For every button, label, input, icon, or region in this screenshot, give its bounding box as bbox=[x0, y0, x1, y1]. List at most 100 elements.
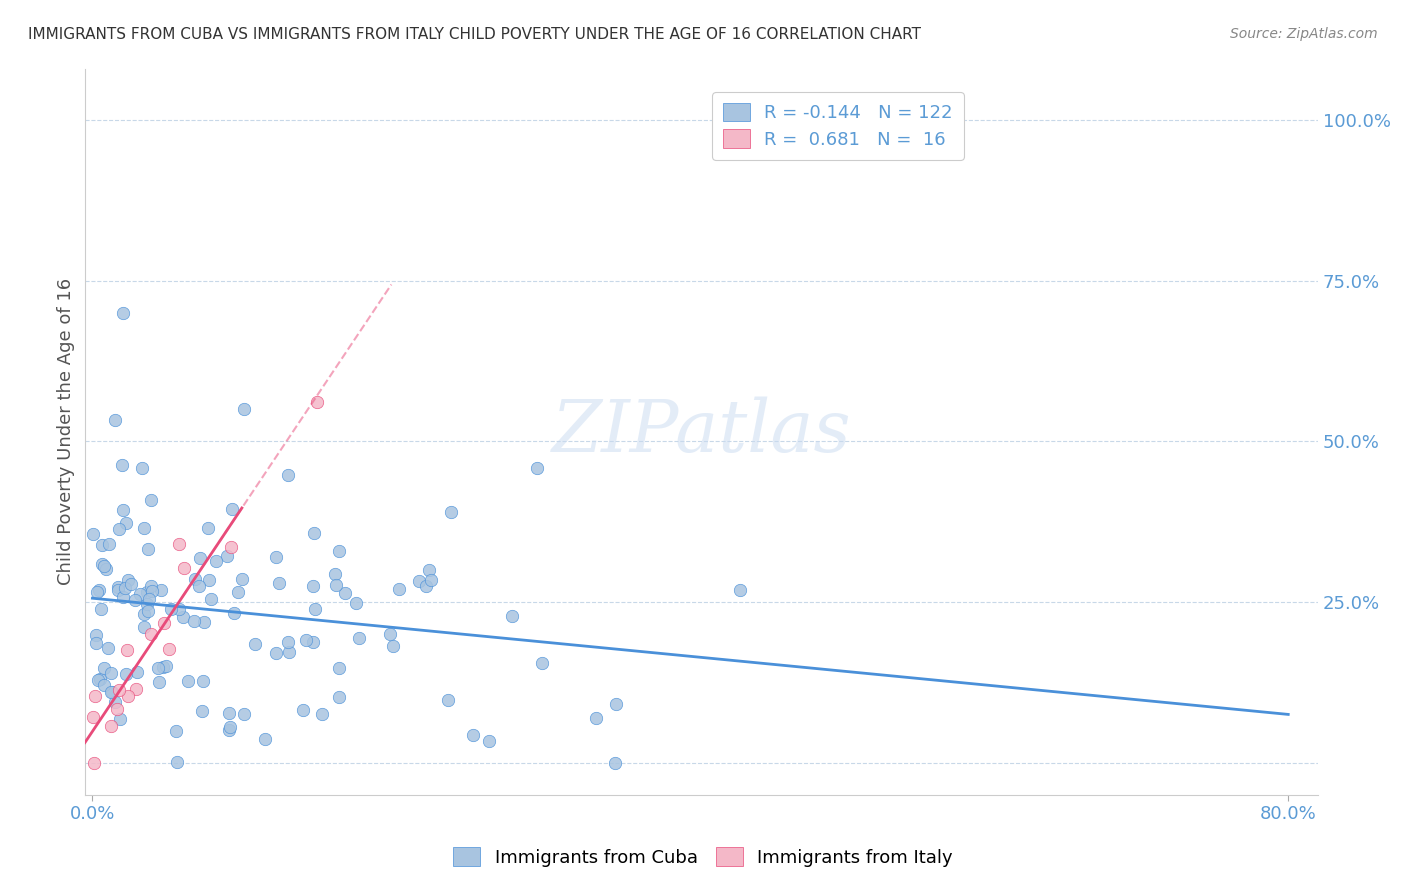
Point bbox=[114, 581, 136, 595]
Point bbox=[153, 615, 176, 630]
Point bbox=[243, 637, 266, 651]
Point bbox=[89, 582, 111, 597]
Point bbox=[526, 461, 548, 475]
Point bbox=[84, 636, 107, 650]
Point bbox=[302, 526, 325, 541]
Point bbox=[218, 706, 240, 720]
Point bbox=[167, 602, 190, 616]
Point bbox=[440, 505, 463, 519]
Point bbox=[191, 704, 214, 718]
Point bbox=[97, 641, 120, 656]
Point bbox=[197, 521, 219, 535]
Point bbox=[107, 522, 129, 536]
Point bbox=[333, 586, 356, 600]
Point bbox=[84, 690, 107, 704]
Point bbox=[157, 642, 180, 657]
Point bbox=[135, 585, 157, 599]
Point bbox=[228, 584, 250, 599]
Point bbox=[114, 516, 136, 530]
Point bbox=[117, 690, 139, 704]
Point bbox=[166, 755, 188, 769]
Point bbox=[165, 723, 187, 738]
Point bbox=[136, 542, 159, 557]
Point bbox=[91, 557, 114, 571]
Point bbox=[278, 644, 301, 658]
Text: ZIPatlas: ZIPatlas bbox=[551, 397, 852, 467]
Point bbox=[302, 634, 325, 648]
Point bbox=[111, 502, 134, 516]
Point bbox=[183, 572, 205, 586]
Point bbox=[305, 395, 328, 409]
Point bbox=[139, 627, 162, 641]
Point bbox=[269, 576, 291, 591]
Point bbox=[167, 537, 190, 551]
Point bbox=[253, 732, 276, 747]
Point bbox=[603, 756, 626, 770]
Point bbox=[437, 692, 460, 706]
Point bbox=[149, 582, 172, 597]
Point bbox=[107, 581, 129, 595]
Point bbox=[91, 538, 114, 552]
Point bbox=[100, 719, 122, 733]
Point bbox=[117, 643, 139, 657]
Legend: Immigrants from Cuba, Immigrants from Italy: Immigrants from Cuba, Immigrants from It… bbox=[446, 840, 960, 874]
Point bbox=[141, 584, 163, 599]
Point bbox=[136, 604, 159, 618]
Point bbox=[264, 549, 287, 564]
Point bbox=[501, 608, 523, 623]
Y-axis label: Child Poverty Under the Age of 16: Child Poverty Under the Age of 16 bbox=[58, 278, 75, 585]
Point bbox=[328, 544, 350, 558]
Point bbox=[198, 573, 221, 587]
Point bbox=[266, 646, 288, 660]
Point bbox=[127, 665, 149, 679]
Point bbox=[172, 610, 194, 624]
Point bbox=[231, 572, 253, 586]
Point bbox=[131, 460, 153, 475]
Point bbox=[232, 707, 254, 722]
Point bbox=[148, 674, 170, 689]
Point bbox=[408, 574, 430, 589]
Point bbox=[191, 674, 214, 689]
Point bbox=[349, 632, 371, 646]
Point bbox=[152, 660, 174, 674]
Point bbox=[463, 728, 485, 742]
Point bbox=[418, 563, 440, 577]
Point bbox=[218, 720, 240, 734]
Point bbox=[222, 606, 245, 620]
Point bbox=[187, 579, 209, 593]
Point bbox=[112, 306, 135, 320]
Point bbox=[100, 685, 122, 699]
Point bbox=[478, 733, 501, 747]
Point bbox=[120, 576, 142, 591]
Point bbox=[110, 712, 132, 726]
Point bbox=[605, 698, 627, 712]
Point bbox=[96, 562, 118, 576]
Point bbox=[188, 550, 211, 565]
Point bbox=[90, 601, 112, 615]
Point bbox=[378, 626, 401, 640]
Point bbox=[304, 601, 326, 615]
Point bbox=[200, 591, 222, 606]
Point bbox=[419, 573, 441, 587]
Text: IMMIGRANTS FROM CUBA VS IMMIGRANTS FROM ITALY CHILD POVERTY UNDER THE AGE OF 16 : IMMIGRANTS FROM CUBA VS IMMIGRANTS FROM … bbox=[28, 27, 921, 42]
Point bbox=[117, 573, 139, 587]
Point bbox=[93, 559, 115, 574]
Point bbox=[215, 549, 238, 564]
Point bbox=[382, 639, 405, 653]
Point bbox=[111, 458, 134, 472]
Point bbox=[89, 672, 111, 686]
Point bbox=[328, 690, 350, 704]
Point bbox=[84, 628, 107, 642]
Point bbox=[104, 413, 127, 427]
Point bbox=[585, 710, 607, 724]
Point bbox=[295, 632, 318, 647]
Point bbox=[277, 467, 299, 482]
Point bbox=[101, 685, 124, 699]
Point bbox=[218, 723, 240, 738]
Point bbox=[141, 493, 163, 508]
Point bbox=[388, 582, 411, 596]
Point bbox=[325, 577, 347, 591]
Point bbox=[128, 587, 150, 601]
Point bbox=[415, 579, 437, 593]
Point bbox=[124, 592, 146, 607]
